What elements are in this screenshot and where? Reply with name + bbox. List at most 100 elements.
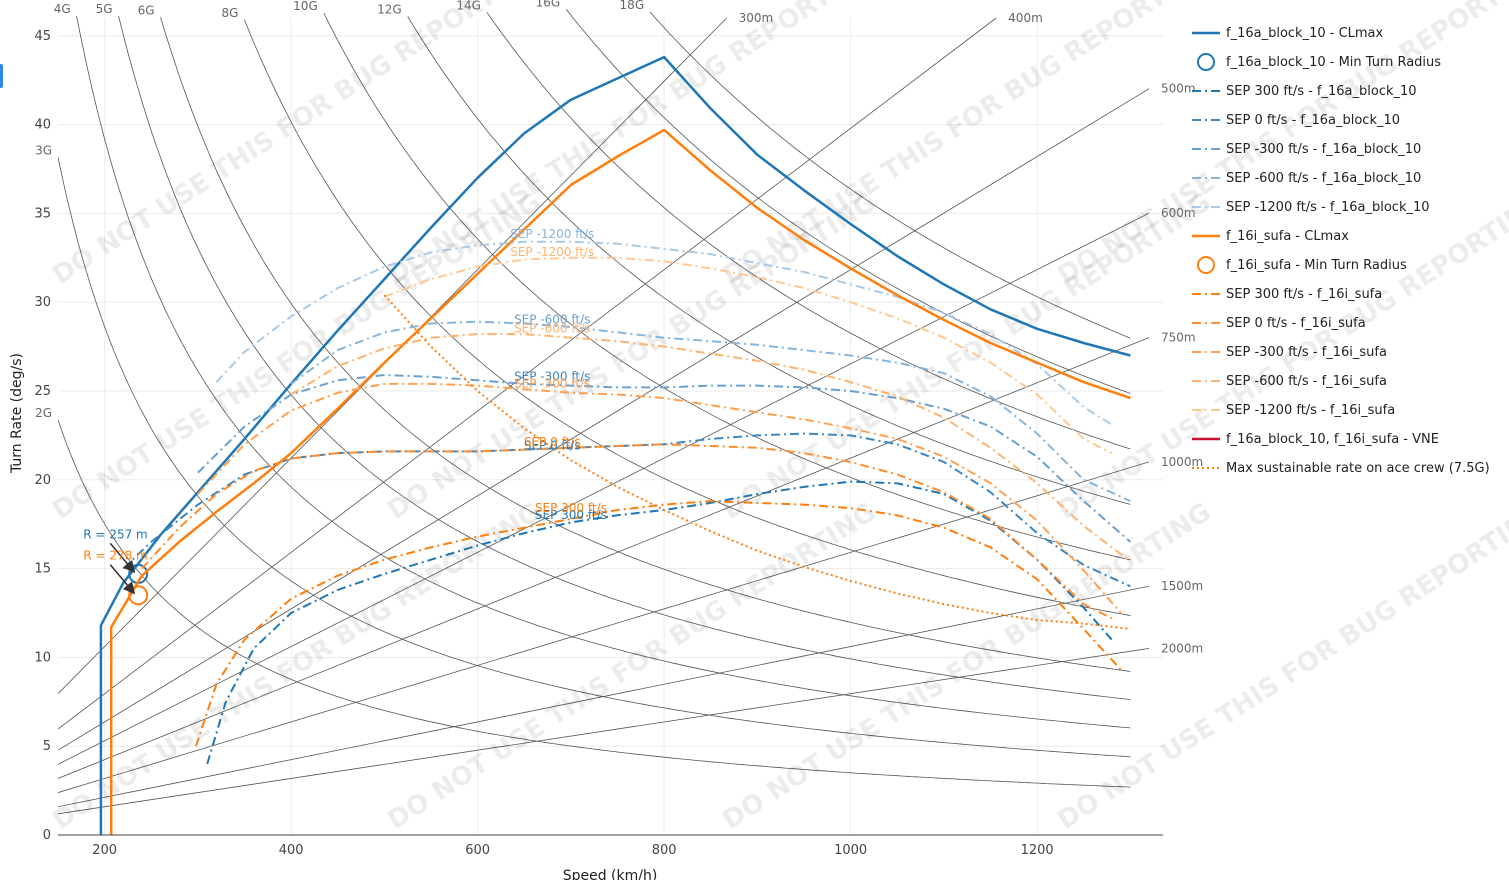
legend-label: f_16i_sufa - Min Turn Radius (1226, 258, 1407, 273)
sep-curve-label: SEP -300 ft/s (514, 376, 590, 390)
legend: f_16a_block_10 - CLmax f_16a_block_10 - M… (1192, 26, 1490, 476)
legend-item[interactable]: f_16i_sufa - Min Turn Radius (1197, 256, 1407, 274)
legend-item[interactable]: SEP -300 ft/s - f_16i_sufa (1192, 345, 1387, 360)
grid-layer (58, 18, 1163, 836)
legend-item[interactable]: Max sustainable rate on ace crew (7.5G) (1192, 461, 1490, 476)
y-tick-label: 0 (43, 828, 51, 843)
min-turn-radius-marker (128, 585, 149, 606)
x-tick-label: 400 (279, 843, 304, 858)
legend-item[interactable]: f_16i_sufa - CLmax (1192, 229, 1349, 244)
g-line-label: 14G (456, 0, 481, 12)
sep-curve-label: SEP -1200 ft/s (510, 245, 594, 259)
series-layer (99, 55, 1132, 835)
legend-label: SEP 300 ft/s - f_16i_sufa (1226, 287, 1382, 302)
series-line (141, 443, 1113, 620)
g-line (58, 157, 1131, 758)
legend-label: SEP -300 ft/s - f_16a_block_10 (1226, 142, 1421, 157)
y-tick-label: 15 (34, 562, 51, 577)
g-line-label: 2G (35, 406, 52, 420)
axis-layer: Speed (km/h) Turn Rate (deg/s) 200 400 600… (9, 29, 1163, 880)
radius-line (58, 88, 1150, 751)
legend-item[interactable]: f_16a_block_10 - Min Turn Radius (1197, 53, 1441, 71)
x-axis-title: Speed (km/h) (563, 868, 658, 880)
g-line (76, 16, 1131, 729)
sep-curve-label: SEP 300 ft/s (535, 501, 607, 515)
y-tick-label: 10 (34, 650, 51, 665)
sep-curve-label: SEP -300 ft/s (514, 369, 590, 383)
series-line (197, 382, 1122, 614)
legend-item[interactable]: SEP -1200 ft/s - f_16a_block_10 (1192, 200, 1430, 215)
legend-marker-icon (1197, 256, 1215, 274)
sep-curve-label: SEP 0 ft/s (524, 435, 581, 449)
g-line-label: 8G (222, 6, 239, 20)
y-tick-label: 25 (34, 384, 51, 399)
y-tick-label: 40 (34, 118, 51, 133)
g-line-label: 5G (96, 2, 113, 16)
sep-curve-label: SEP -1200 ft/s (510, 227, 594, 241)
sep-curve-label: SEP -600 ft/s (514, 312, 590, 326)
radius-line-label: 300m (739, 11, 774, 25)
g-line (649, 11, 1131, 339)
legend-label: SEP 0 ft/s - f_16i_sufa (1226, 316, 1366, 331)
series-line (290, 333, 1132, 563)
y-axis-title: Turn Rate (deg/s) (9, 353, 25, 474)
radius-line (58, 461, 1150, 793)
g-line (486, 12, 1131, 450)
legend-label: f_16a_block_10 - Min Turn Radius (1226, 55, 1441, 70)
legend-label: SEP -600 ft/s - f_16a_block_10 (1226, 171, 1421, 186)
legend-item[interactable]: SEP 0 ft/s - f_16i_sufa (1192, 316, 1366, 331)
radius-line (58, 17, 997, 730)
legend-label: SEP -1200 ft/s - f_16i_sufa (1226, 403, 1395, 418)
y-tick-label: 35 (34, 206, 51, 221)
legend-item[interactable]: SEP -300 ft/s - f_16a_block_10 (1192, 142, 1421, 157)
side-panel-tab[interactable] (0, 64, 3, 88)
x-tick-label: 600 (465, 843, 490, 858)
turn-radius-lines (58, 17, 1150, 815)
legend-item[interactable]: SEP 0 ft/s - f_16a_block_10 (1192, 113, 1400, 128)
g-line (565, 9, 1131, 394)
legend-item[interactable]: f_16a_block_10, f_16i_sufa - VNE (1192, 432, 1439, 447)
radius-line-label: 600m (1161, 206, 1196, 220)
legend-item[interactable]: f_16a_block_10 - CLmax (1192, 26, 1384, 41)
radius-line (58, 337, 1150, 779)
sep-curve-label: SEP 300 ft/s (535, 508, 607, 522)
series-line (195, 500, 1122, 747)
legend-item[interactable]: SEP 300 ft/s - f_16a_block_10 (1192, 84, 1417, 99)
g-line-label: 4G (54, 2, 71, 16)
annotation-arrow (109, 542, 136, 574)
legend-label: f_16i_sufa - CLmax (1226, 229, 1349, 244)
sep-curve-label: SEP 0 ft/s (524, 439, 581, 453)
radius-line (58, 648, 1150, 815)
legend-item[interactable]: SEP -600 ft/s - f_16a_block_10 (1192, 171, 1421, 186)
g-line-label: 12G (377, 2, 402, 16)
radius-line (58, 212, 1150, 765)
legend-label: SEP -300 ft/s - f_16i_sufa (1226, 345, 1387, 360)
radius-line-label: 2000m (1161, 641, 1203, 655)
legend-item[interactable]: SEP -600 ft/s - f_16i_sufa (1192, 374, 1387, 389)
radius-line-label: 1500m (1161, 579, 1203, 593)
legend-label: Max sustainable rate on ace crew (7.5G) (1226, 461, 1490, 476)
g-line (160, 17, 1131, 672)
series-line (109, 128, 1131, 835)
legend-label: f_16a_block_10, f_16i_sufa - VNE (1226, 432, 1439, 447)
y-tick-label: 45 (34, 29, 51, 44)
series-line (215, 240, 1113, 426)
g-line-label: 10G (293, 0, 318, 13)
legend-item[interactable]: SEP 300 ft/s - f_16i_sufa (1192, 287, 1382, 302)
series-line (99, 55, 1131, 835)
series-line (384, 256, 1113, 454)
radius-line-label: 1000m (1161, 455, 1203, 469)
series-line (197, 374, 1132, 543)
series-line (290, 320, 1131, 503)
legend-item[interactable]: SEP -1200 ft/s - f_16i_sufa (1192, 403, 1395, 418)
x-tick-label: 200 (92, 843, 117, 858)
g-line-label: 6G (138, 3, 155, 17)
legend-label: SEP 0 ft/s - f_16a_block_10 (1226, 113, 1400, 128)
legend-label: SEP -1200 ft/s - f_16a_block_10 (1226, 200, 1430, 215)
g-line-label: 18G (620, 0, 645, 12)
series-line (122, 432, 1131, 588)
g-line (323, 12, 1131, 561)
legend-label: SEP -600 ft/s - f_16i_sufa (1226, 374, 1387, 389)
legend-label: f_16a_block_10 - CLmax (1226, 26, 1384, 41)
y-tick-label: 20 (34, 473, 51, 488)
